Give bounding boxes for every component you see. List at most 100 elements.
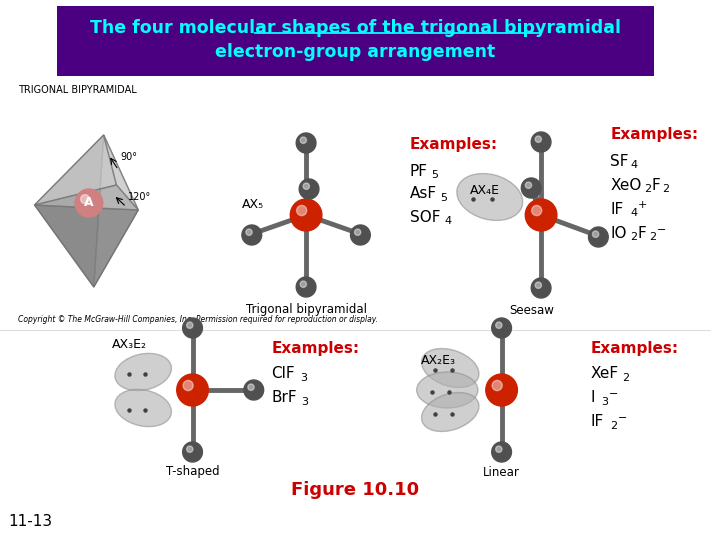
Circle shape xyxy=(531,132,551,152)
Text: Examples:: Examples: xyxy=(410,138,498,152)
Text: 2: 2 xyxy=(644,184,651,194)
Text: The four molecular shapes of the trigonal bipyramidal: The four molecular shapes of the trigona… xyxy=(90,19,621,37)
Text: 120°: 120° xyxy=(128,192,152,202)
Circle shape xyxy=(351,225,370,245)
Text: 3: 3 xyxy=(300,373,307,383)
Text: Seesaw: Seesaw xyxy=(509,305,554,318)
Circle shape xyxy=(246,229,252,235)
Circle shape xyxy=(300,281,307,287)
Text: SOF: SOF xyxy=(410,210,440,225)
Polygon shape xyxy=(35,185,138,210)
Text: Trigonal bipyramidal: Trigonal bipyramidal xyxy=(246,303,366,316)
Circle shape xyxy=(244,380,264,400)
Circle shape xyxy=(176,374,208,406)
Circle shape xyxy=(492,380,503,390)
Circle shape xyxy=(303,183,310,190)
Text: AX₄E: AX₄E xyxy=(470,184,500,197)
Circle shape xyxy=(290,199,322,231)
Circle shape xyxy=(531,205,541,215)
Text: −: − xyxy=(618,413,628,423)
Circle shape xyxy=(495,446,502,453)
Polygon shape xyxy=(35,135,104,287)
Circle shape xyxy=(526,199,557,231)
Circle shape xyxy=(300,137,307,144)
Text: F: F xyxy=(652,178,660,192)
Text: Examples:: Examples: xyxy=(611,127,698,143)
Circle shape xyxy=(183,442,202,462)
Text: IO: IO xyxy=(611,226,626,240)
Text: 90°: 90° xyxy=(120,152,138,162)
Circle shape xyxy=(535,136,541,143)
Text: −: − xyxy=(657,225,666,235)
Text: 3: 3 xyxy=(601,397,608,407)
Text: T-shaped: T-shaped xyxy=(166,465,220,478)
Circle shape xyxy=(186,446,193,453)
Circle shape xyxy=(300,179,319,199)
Text: Figure 10.10: Figure 10.10 xyxy=(292,481,420,499)
Ellipse shape xyxy=(421,348,479,388)
Circle shape xyxy=(492,318,511,338)
Text: 4: 4 xyxy=(630,208,637,218)
Text: I: I xyxy=(590,390,595,406)
Circle shape xyxy=(296,277,316,297)
Text: 2: 2 xyxy=(622,373,629,383)
Text: Examples:: Examples: xyxy=(271,341,360,355)
Circle shape xyxy=(183,380,193,390)
Circle shape xyxy=(495,322,502,328)
Text: IF: IF xyxy=(611,201,624,217)
Polygon shape xyxy=(35,135,117,205)
Circle shape xyxy=(535,282,541,288)
Polygon shape xyxy=(35,205,138,287)
Polygon shape xyxy=(94,135,138,287)
Circle shape xyxy=(492,442,511,462)
Circle shape xyxy=(588,227,608,247)
Ellipse shape xyxy=(456,173,523,220)
Text: AX₅: AX₅ xyxy=(242,199,264,212)
Text: 2: 2 xyxy=(662,184,670,194)
Circle shape xyxy=(183,318,202,338)
Ellipse shape xyxy=(417,372,478,408)
Ellipse shape xyxy=(421,393,479,431)
Text: SF: SF xyxy=(611,153,629,168)
Text: 2: 2 xyxy=(649,232,656,242)
Text: XeF: XeF xyxy=(590,367,618,381)
Text: Linear: Linear xyxy=(483,465,520,478)
Circle shape xyxy=(521,178,541,198)
Circle shape xyxy=(526,182,531,188)
Circle shape xyxy=(297,205,307,215)
Circle shape xyxy=(75,189,103,217)
Text: 11-13: 11-13 xyxy=(8,515,52,530)
Text: AX₂E₃: AX₂E₃ xyxy=(420,354,456,367)
Circle shape xyxy=(486,374,518,406)
Ellipse shape xyxy=(115,353,171,390)
Text: F: F xyxy=(638,226,647,240)
Text: TRIGONAL BIPYRAMIDAL: TRIGONAL BIPYRAMIDAL xyxy=(18,85,137,95)
Text: ClF: ClF xyxy=(271,367,295,381)
Text: −: − xyxy=(609,389,618,399)
Ellipse shape xyxy=(115,389,171,427)
Circle shape xyxy=(354,229,361,235)
Text: AX₃E₂: AX₃E₂ xyxy=(112,339,147,352)
Circle shape xyxy=(531,278,551,298)
Text: 4: 4 xyxy=(630,160,637,170)
Text: BrF: BrF xyxy=(271,390,297,406)
Text: 5: 5 xyxy=(431,170,438,180)
Text: 4: 4 xyxy=(444,216,451,226)
Polygon shape xyxy=(104,135,138,210)
Text: AsF: AsF xyxy=(410,186,437,201)
FancyBboxPatch shape xyxy=(58,6,654,76)
Text: 2: 2 xyxy=(630,232,637,242)
Text: Examples:: Examples: xyxy=(590,341,678,355)
Text: 3: 3 xyxy=(301,397,308,407)
Text: electron-group arrangement: electron-group arrangement xyxy=(215,43,495,61)
Text: Copyright © The McGraw-Hill Companies, Inc. Permission required for reproduction: Copyright © The McGraw-Hill Companies, I… xyxy=(18,315,378,325)
Circle shape xyxy=(242,225,261,245)
Circle shape xyxy=(186,322,193,328)
Text: A: A xyxy=(84,197,94,210)
Text: PF: PF xyxy=(410,164,428,179)
Circle shape xyxy=(593,231,599,238)
Text: XeO: XeO xyxy=(611,178,642,192)
Circle shape xyxy=(248,384,254,390)
Circle shape xyxy=(81,194,89,204)
Text: +: + xyxy=(638,200,647,210)
